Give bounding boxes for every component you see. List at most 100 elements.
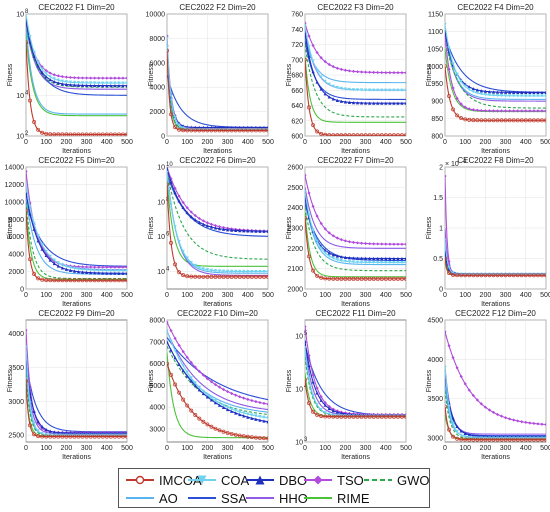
series-marker-imcoa xyxy=(266,128,268,133)
series-marker-tso xyxy=(528,421,532,425)
series-marker-dbo xyxy=(213,226,218,230)
x-tick-label: 400 xyxy=(101,292,113,299)
x-tick-label: 100 xyxy=(181,292,193,299)
series-marker-imcoa xyxy=(64,132,69,136)
series-marker-dbo xyxy=(52,261,56,266)
series-marker-coa xyxy=(181,364,185,368)
series-marker-coa xyxy=(36,234,40,238)
series-marker-imcoa xyxy=(343,414,348,419)
series-marker-dbo xyxy=(185,210,189,215)
series-marker-coa xyxy=(230,269,234,274)
panel-title: CEC2022 F7 Dim=20 xyxy=(317,156,394,165)
series-marker-imcoa xyxy=(515,273,520,278)
series-marker-tso xyxy=(388,71,392,75)
series-marker-imcoa xyxy=(455,113,460,118)
series-marker-tso xyxy=(404,242,406,246)
series-marker-tso xyxy=(181,350,185,354)
series-marker-coa xyxy=(97,81,101,85)
series-marker-dbo xyxy=(76,270,81,274)
series-marker-dbo xyxy=(173,191,177,195)
series-marker-tso xyxy=(205,377,209,381)
series-marker-dbo xyxy=(32,54,36,58)
series-line-imcoa xyxy=(167,363,268,439)
series-marker-imcoa xyxy=(307,401,311,406)
x-tick-label: 200 xyxy=(61,139,73,146)
series-marker-imcoa xyxy=(375,276,380,281)
series-marker-coa xyxy=(209,268,214,272)
series-marker-tso xyxy=(97,265,101,269)
series-marker-coa xyxy=(319,408,323,412)
series-marker-coa xyxy=(221,403,226,407)
series-marker-coa xyxy=(487,93,492,97)
series-marker-dbo xyxy=(205,395,209,399)
series-marker-coa xyxy=(508,94,512,98)
series-marker-tso xyxy=(197,369,201,373)
series-marker-coa xyxy=(372,260,376,265)
series-marker-imcoa xyxy=(515,118,520,123)
series-marker-imcoa xyxy=(371,276,376,281)
series-marker-imcoa xyxy=(319,275,324,280)
series-marker-dbo xyxy=(167,167,169,171)
series-marker-tso xyxy=(189,210,193,214)
series-marker-tso xyxy=(364,70,368,74)
series-group xyxy=(26,169,127,283)
series-marker-tso xyxy=(205,221,209,225)
y-tick-label: 1100 xyxy=(428,29,443,36)
series-marker-imcoa xyxy=(36,434,41,439)
series-marker-tso xyxy=(532,421,536,426)
x-tick-label: 0 xyxy=(303,445,307,452)
series-marker-imcoa xyxy=(100,278,105,283)
series-marker-imcoa xyxy=(404,414,406,419)
series-marker-tso xyxy=(319,395,323,399)
series-marker-coa xyxy=(491,93,496,97)
series-marker-coa xyxy=(372,88,376,92)
series-marker-tso xyxy=(44,68,48,73)
series-marker-imcoa xyxy=(499,273,504,278)
y-tick-label: 10 xyxy=(295,440,303,447)
series-marker-coa xyxy=(26,14,27,16)
series-marker-imcoa xyxy=(262,274,266,279)
series-marker-tso xyxy=(311,373,315,377)
x-tick-label: 500 xyxy=(121,292,133,299)
series-marker-tso xyxy=(113,76,117,80)
series-marker-tso xyxy=(396,242,400,246)
series-marker-imcoa xyxy=(36,276,41,281)
series-marker-imcoa xyxy=(535,273,540,278)
y-axis-label: Fitness xyxy=(426,369,433,392)
series-marker-dbo xyxy=(169,348,173,352)
series-marker-imcoa xyxy=(339,133,344,136)
series-marker-tso xyxy=(311,204,315,208)
series-marker-imcoa xyxy=(315,412,320,417)
series-marker-tso xyxy=(101,265,105,269)
x-tick-label: 400 xyxy=(101,445,113,452)
series-marker-dbo xyxy=(64,267,68,271)
y-tick-label: 2200 xyxy=(287,246,303,253)
series-marker-tso xyxy=(331,65,335,69)
series-marker-dbo xyxy=(201,222,205,226)
series-marker-coa xyxy=(499,94,504,98)
series-marker-tso xyxy=(315,386,319,390)
series-line-ssa xyxy=(167,337,268,401)
y-tick-label: 1.5 xyxy=(433,195,443,202)
series-marker-coa xyxy=(392,88,396,92)
series-marker-imcoa xyxy=(347,133,352,136)
series-marker-coa xyxy=(230,407,234,411)
x-tick-label: 500 xyxy=(121,445,133,452)
series-marker-imcoa xyxy=(84,278,89,283)
series-marker-tso xyxy=(72,76,77,80)
series-group xyxy=(445,330,546,442)
legend-item-imcoa: IMCOA xyxy=(125,471,202,489)
series-marker-coa xyxy=(64,264,68,269)
series-marker-dbo xyxy=(230,409,234,413)
x-tick-label: 100 xyxy=(40,139,52,146)
series-marker-imcoa xyxy=(527,118,532,123)
y-tick-label: 8000 xyxy=(8,217,24,224)
legend-swatch xyxy=(364,479,392,481)
series-marker-coa xyxy=(319,246,323,250)
series-line-hho xyxy=(305,187,406,249)
series-marker-coa xyxy=(380,88,384,92)
series-marker-dbo xyxy=(372,256,376,261)
series-marker-coa xyxy=(364,88,368,92)
series-marker-dbo xyxy=(234,411,238,415)
plot-area xyxy=(166,13,269,137)
